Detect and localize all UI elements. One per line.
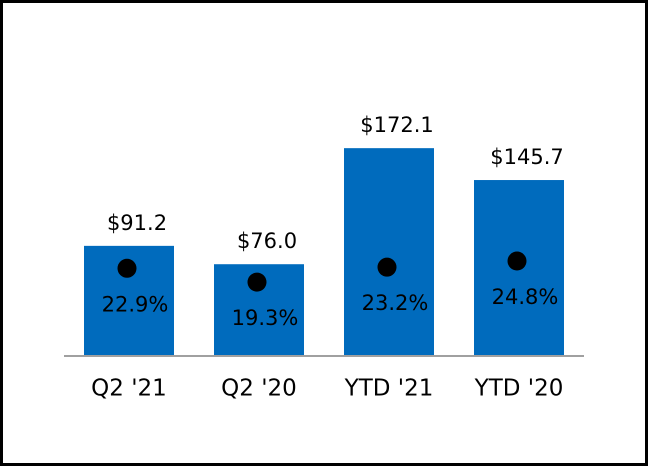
x-tick-label: YTD '20	[474, 376, 564, 402]
margin-label: 22.9%	[102, 292, 169, 316]
bar-value-label: $172.1	[360, 113, 433, 137]
x-tick-label: YTD '21	[344, 376, 434, 402]
margin-label: 23.2%	[362, 291, 429, 315]
margin-label: 24.8%	[492, 285, 559, 309]
margin-dot	[247, 272, 267, 292]
margin-dot	[377, 257, 397, 277]
bar-value-label: $91.2	[107, 211, 167, 235]
margin-label: 19.3%	[232, 306, 299, 330]
x-tick-label: Q2 '21	[91, 376, 167, 402]
margin-dot	[117, 258, 137, 278]
bar	[344, 148, 434, 356]
bar-value-label: $76.0	[237, 229, 297, 253]
x-tick-label: Q2 '20	[221, 376, 297, 402]
bar-value-label: $145.7	[490, 145, 563, 169]
margin-dot	[507, 251, 527, 271]
